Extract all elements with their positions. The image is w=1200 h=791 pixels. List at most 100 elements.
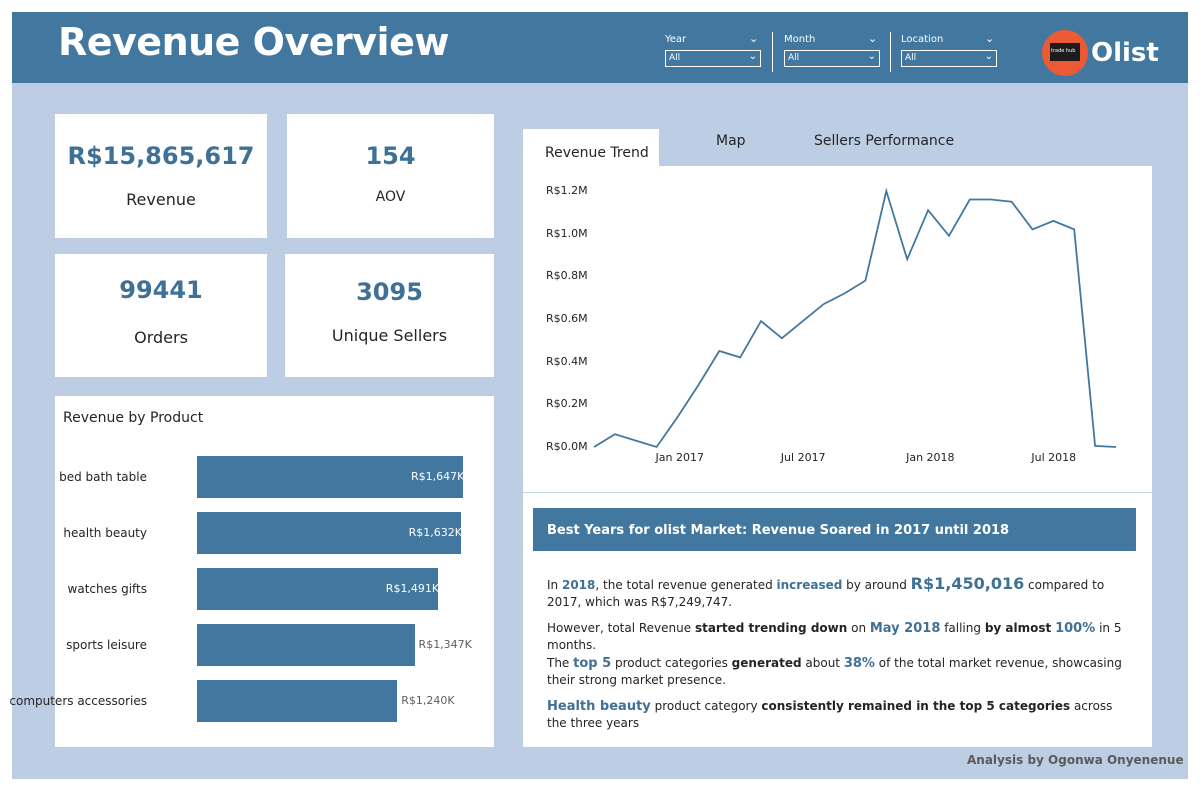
kpi-orders-value: 99441 — [119, 276, 203, 304]
month-dropdown[interactable]: All ⌄ — [784, 50, 880, 67]
bar-value-label: R$1,240K — [401, 694, 455, 707]
insight-bold: consistently remained in the top 5 categ… — [761, 699, 1071, 713]
chevron-down-icon: ⌄ — [867, 51, 876, 62]
insight-text: product categories — [611, 656, 732, 670]
bar-category-label: health beauty — [63, 526, 147, 540]
insight-highlight: 100% — [1055, 621, 1096, 636]
bar-value-label: R$1,347K — [418, 638, 472, 651]
insight-text: in 5 months. — [547, 621, 1122, 652]
insight-highlight: Health beauty — [547, 699, 651, 714]
chevron-down-icon: ⌄ — [984, 51, 993, 62]
kpi-card-orders[interactable]: 99441 Orders — [55, 254, 267, 377]
month-slicer[interactable]: Month ⌄ All ⌄ — [784, 32, 880, 72]
insight-bold: generated — [731, 656, 802, 670]
insight-text: However, total Revenue — [547, 621, 695, 635]
insight-highlight: top 5 — [573, 656, 612, 671]
y-axis-tick-label: R$0.0M — [546, 440, 588, 453]
y-axis-tick-label: R$0.4M — [546, 354, 588, 368]
slicer-divider — [772, 32, 773, 72]
bar-sports-leisure[interactable] — [197, 624, 415, 666]
chevron-down-icon[interactable]: ⌄ — [749, 32, 759, 45]
insight-highlight: 38% — [843, 656, 875, 671]
tab-sellers-performance[interactable]: Sellers Performance — [814, 133, 955, 149]
tab-map[interactable]: Map — [716, 133, 746, 149]
y-axis-tick-label: R$0.8M — [546, 269, 588, 283]
kpi-card-aov[interactable]: 154 AOV — [287, 114, 494, 238]
year-slicer-label: Year — [665, 34, 687, 45]
insight-text: about — [801, 656, 844, 670]
year-dropdown[interactable]: All ⌄ — [665, 50, 761, 67]
month-slicer-label: Month — [784, 34, 816, 45]
x-axis-tick-label: Jan 2018 — [906, 451, 955, 464]
revenue-trend-line[interactable] — [593, 187, 1117, 449]
insight-text: across the three years — [547, 699, 1113, 730]
tab-revenue-trend-label: Revenue Trend — [545, 145, 649, 161]
kpi-revenue-label: Revenue — [126, 190, 196, 209]
brand-name: Olist — [1091, 38, 1159, 68]
insight-text: The — [547, 656, 574, 670]
kpi-orders-label: Orders — [134, 328, 188, 347]
insight-text: , the total revenue generated — [595, 578, 777, 592]
logo-text: trade hub — [1051, 48, 1076, 54]
insight-banner-text: Best Years for olist Market: Revenue Soa… — [547, 523, 1010, 538]
location-dropdown[interactable]: All ⌄ — [901, 50, 997, 67]
insight-highlight: R$1,450,016 — [910, 574, 1025, 593]
location-slicer[interactable]: Location ⌄ All ⌄ — [901, 32, 997, 72]
kpi-sellers-value: 3095 — [356, 278, 423, 306]
revenue-trend-svg — [593, 187, 1117, 449]
tab-content-panel — [523, 166, 1152, 747]
insight-text: falling — [940, 621, 985, 635]
bar-category-label: bed bath table — [59, 470, 147, 484]
insight-text: compared to 2017, which was R$7,249,747. — [547, 578, 1105, 609]
insight-text: on — [847, 621, 870, 635]
kpi-sellers-label: Unique Sellers — [331, 326, 448, 345]
x-axis-tick-label: Jul 2017 — [780, 451, 826, 464]
insight-text: of the total market revenue, showcasing … — [547, 656, 1122, 687]
y-axis-tick-label: R$1.0M — [546, 226, 588, 240]
bar-computers-accessories[interactable] — [197, 680, 398, 722]
bar-category-label: watches gifts — [67, 582, 147, 596]
location-slicer-label: Location — [901, 34, 944, 45]
chevron-down-icon[interactable]: ⌄ — [985, 32, 995, 45]
bar-value-label: R$1,647K — [411, 470, 465, 483]
page-title: Revenue Overview — [58, 20, 449, 64]
location-dropdown-value: All — [905, 53, 917, 63]
author-credit: Analysis by Ogonwa Onyenenue — [967, 753, 1184, 767]
dashboard-background: Revenue Overview Year ⌄ All ⌄ Month ⌄ Al… — [9, 12, 1188, 779]
product-chart-title: Revenue by Product — [63, 410, 204, 426]
bar-bed-bath-table[interactable] — [197, 456, 463, 498]
kpi-aov-value: 154 — [365, 142, 416, 170]
bar-watches-gifts[interactable] — [197, 568, 438, 610]
y-axis-tick-label: R$1.2M — [546, 184, 588, 197]
bar-value-label: R$1,632K — [408, 526, 462, 539]
insight-highlight: increased — [776, 578, 843, 592]
insight-banner: Best Years for olist Market: Revenue Soa… — [533, 508, 1136, 551]
year-dropdown-value: All — [669, 53, 681, 63]
insight-bold: by almost — [984, 621, 1052, 635]
bar-category-label: sports leisure — [66, 638, 147, 652]
insight-text: product category — [650, 699, 762, 713]
bar-category-label: computers accessories — [9, 694, 147, 708]
x-axis-tick-label: Jul 2018 — [1031, 451, 1077, 464]
insight-text: In — [547, 578, 562, 592]
insight-paragraph-4: Health beauty product category consisten… — [547, 698, 1132, 732]
trade-hub-logo: trade hub — [1042, 30, 1088, 76]
chevron-down-icon: ⌄ — [748, 51, 757, 62]
insight-highlight: 2018 — [561, 578, 596, 592]
insight-bold: started trending down — [694, 621, 848, 635]
kpi-aov-label: AOV — [375, 189, 406, 205]
y-axis-tick-label: R$0.2M — [546, 397, 588, 411]
month-dropdown-value: All — [788, 53, 800, 63]
kpi-card-sellers[interactable]: 3095 Unique Sellers — [285, 254, 494, 377]
header-bar: Revenue Overview Year ⌄ All ⌄ Month ⌄ Al… — [12, 12, 1188, 83]
bar-value-label: R$1,491K — [385, 582, 440, 595]
insight-highlight: May 2018 — [869, 621, 941, 636]
chevron-down-icon[interactable]: ⌄ — [868, 32, 878, 45]
x-axis-tick-label: Jan 2017 — [655, 451, 704, 464]
insight-text: by around — [842, 578, 911, 592]
bar-health-beauty[interactable] — [197, 512, 461, 554]
tab-revenue-trend[interactable]: Revenue Trend — [523, 129, 659, 166]
panel-divider — [523, 492, 1152, 493]
year-slicer[interactable]: Year ⌄ All ⌄ — [665, 32, 761, 72]
kpi-card-revenue[interactable]: R$15,865,617 Revenue — [55, 114, 267, 238]
